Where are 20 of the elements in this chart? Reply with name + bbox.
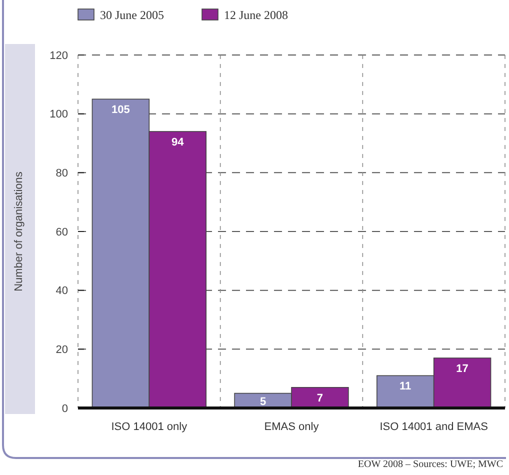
y-tick-label: 120 bbox=[50, 50, 68, 62]
y-tick-label: 100 bbox=[50, 108, 68, 121]
x-tick-label: ISO 14001 only bbox=[111, 421, 188, 433]
data-label: 5 bbox=[260, 396, 266, 408]
data-label: 11 bbox=[400, 380, 412, 393]
data-label: 94 bbox=[172, 136, 185, 148]
y-tick-label: 80 bbox=[56, 168, 68, 180]
y-tick-label: 0 bbox=[62, 402, 68, 415]
x-tick-label: EMAS only bbox=[264, 421, 320, 433]
data-label: 7 bbox=[316, 392, 324, 404]
legend-label: 12 June 2008 bbox=[224, 8, 288, 22]
y-tick-label: 60 bbox=[56, 226, 68, 238]
x-tick-label: ISO 14001 and EMAS bbox=[380, 421, 488, 433]
y-tick-label: 20 bbox=[56, 344, 68, 356]
y-axis-title: Number of organisations bbox=[13, 171, 25, 292]
text: EOW 2008 – Sources: UWE; MWC bbox=[358, 459, 504, 470]
y-tick-label: 40 bbox=[56, 285, 68, 298]
data-label: 105 bbox=[112, 104, 130, 116]
data-label: 17 bbox=[456, 362, 468, 375]
legend-label: 30 June 2005 bbox=[100, 8, 164, 22]
